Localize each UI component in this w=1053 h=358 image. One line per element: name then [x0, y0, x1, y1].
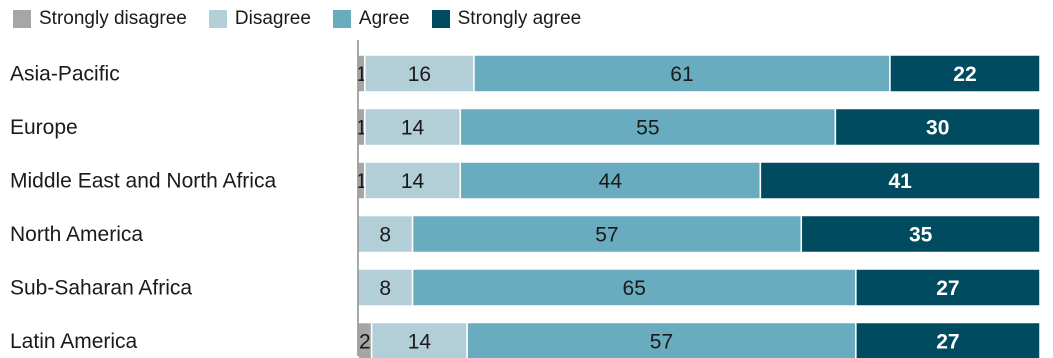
- bar-segment: [855, 321, 1041, 358]
- legend-swatch: [208, 10, 227, 28]
- category-label: Sub-Saharan Africa: [10, 277, 192, 300]
- bar-segment: [357, 214, 414, 254]
- data-label: 30: [926, 117, 949, 140]
- bar-segment: [411, 214, 803, 254]
- data-label: 57: [595, 224, 618, 247]
- data-label: 61: [670, 63, 693, 86]
- data-label: 27: [936, 331, 959, 354]
- data-label: 14: [401, 170, 425, 193]
- category-label: Middle East and North Africa: [10, 170, 276, 193]
- legend-swatch: [13, 10, 31, 28]
- bar-segment: [364, 54, 475, 93]
- legend-item: Disagree: [208, 8, 311, 30]
- legend-item: Strongly agree: [431, 8, 582, 30]
- legend-swatch: [431, 10, 450, 28]
- data-label: 14: [401, 117, 425, 140]
- bar-segment: [800, 214, 1041, 254]
- data-label: 57: [650, 331, 673, 354]
- category-label: Europe: [10, 116, 78, 139]
- bar-segment: [411, 268, 857, 307]
- legend-label: Strongly disagree: [39, 8, 187, 29]
- data-label: 35: [909, 224, 933, 247]
- data-label: 1: [356, 117, 368, 140]
- bar-segment: [855, 268, 1041, 307]
- bar-segment: [459, 107, 837, 147]
- data-label: 44: [599, 170, 623, 193]
- category-label: North America: [10, 223, 143, 246]
- data-label: 1: [356, 170, 368, 193]
- data-label: 55: [636, 117, 659, 140]
- data-label: 2: [359, 331, 371, 354]
- category-label: Asia-Pacific: [10, 63, 120, 86]
- bar-segment: [364, 161, 462, 200]
- legend-label: Agree: [358, 8, 410, 29]
- data-label: 27: [936, 277, 959, 300]
- category-label: Latin America: [10, 330, 138, 353]
- data-label: 65: [623, 277, 646, 300]
- bar-segment: [834, 107, 1041, 147]
- data-label: 1: [356, 63, 368, 86]
- data-label: 41: [889, 170, 913, 193]
- data-label: 8: [379, 224, 391, 247]
- legend-label: Disagree: [234, 8, 311, 29]
- bar-segment: [889, 54, 1041, 93]
- chart-legend: Strongly disagree Disagree Agree Strongly a…: [13, 7, 603, 31]
- legend-item: Agree: [332, 8, 410, 30]
- data-label: 8: [379, 277, 391, 300]
- data-label: 16: [408, 63, 431, 86]
- legend-label: Strongly agree: [457, 8, 582, 29]
- legend-swatch: [332, 10, 351, 28]
- legend-item: Strongly disagree: [13, 8, 187, 30]
- bar-segment: [459, 161, 762, 200]
- bar-segment: [759, 161, 1041, 200]
- bar-segment: [466, 321, 857, 358]
- bar-segment: [364, 107, 462, 147]
- data-label: 22: [953, 63, 976, 86]
- data-label: 14: [408, 331, 432, 354]
